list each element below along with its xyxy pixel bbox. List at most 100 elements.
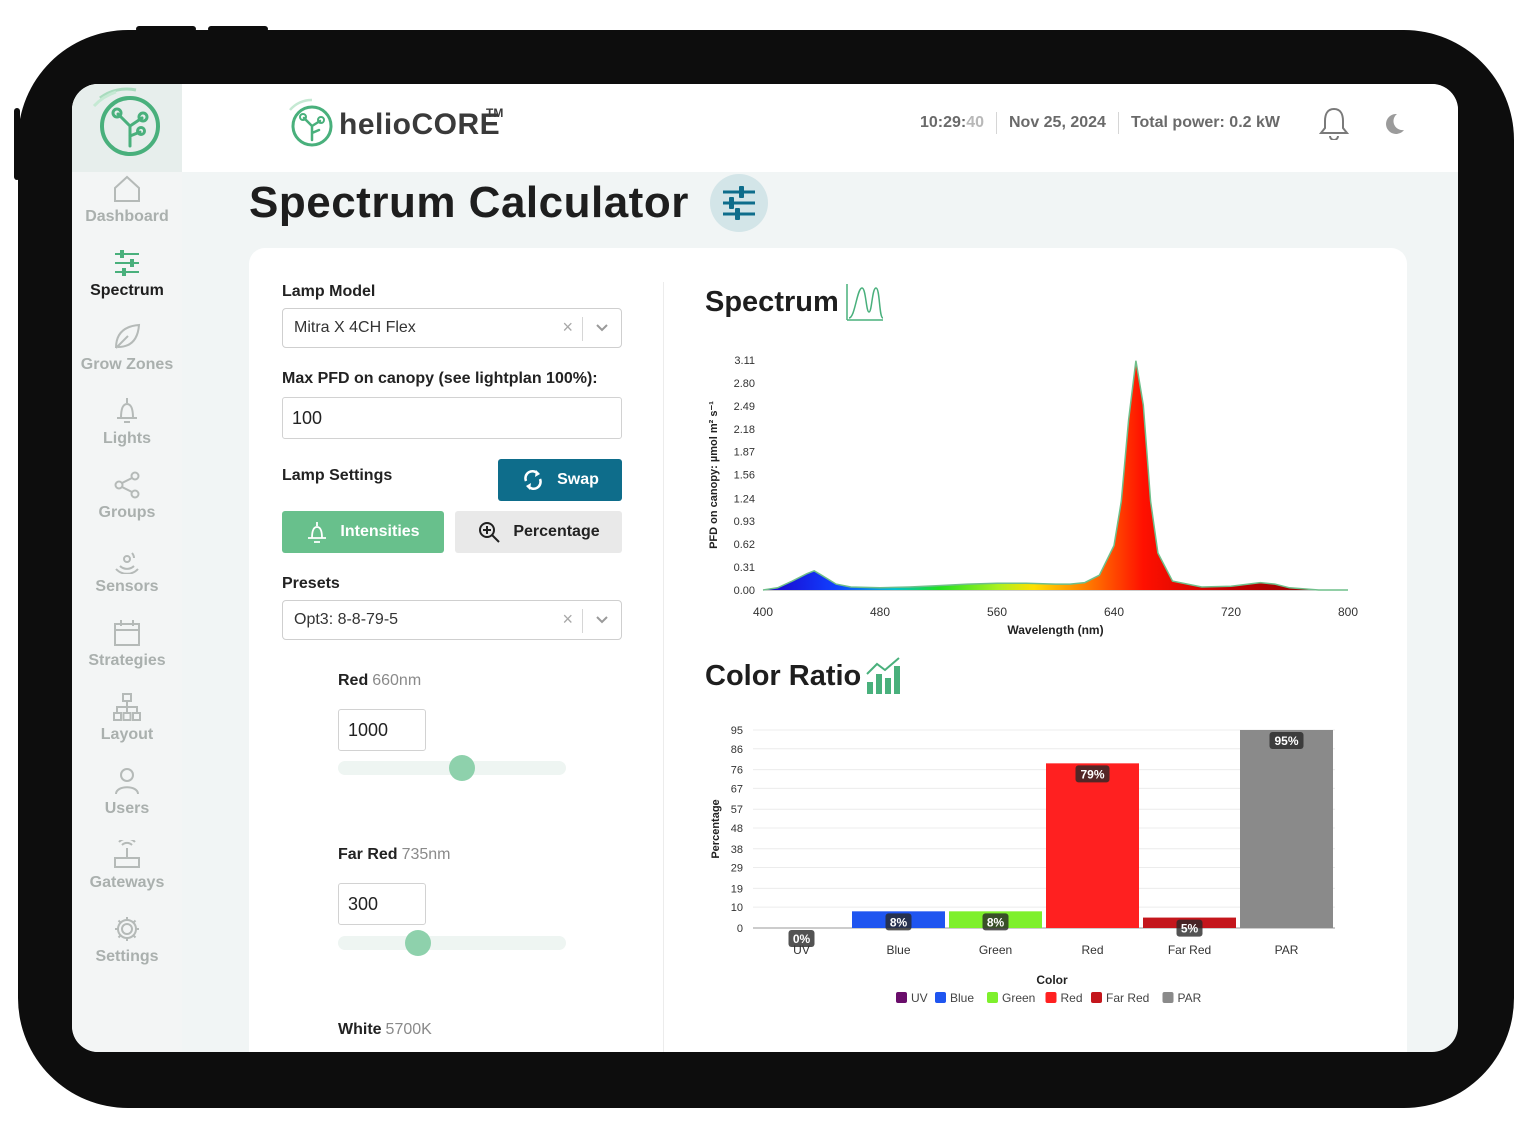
clock-hm: 10:29: [919,114,967,131]
lamp-settings-label: Lamp Settings [282,467,393,484]
y-tick-label: 1.56 [734,470,755,482]
sidebar-item-settings[interactable]: Settings [72,914,182,988]
max-pfd-input[interactable]: 100 [282,397,622,439]
slider-handle[interactable] [404,930,431,956]
sidebar-item-label: Strategies [88,652,166,669]
sidebar-item-gateways[interactable]: Gateways [72,840,182,914]
sidebar-item-sensors[interactable]: Sensors [72,544,182,618]
column-divider [663,282,664,1052]
clear-icon[interactable]: × [562,609,573,629]
brand-name: helioCORE [339,108,501,141]
x-tick-label: 560 [987,605,1007,619]
sidebar-item-lights[interactable]: Lights [72,396,182,470]
percentage-tab[interactable]: Percentage [455,511,622,553]
lamp-model-select[interactable]: Mitra X 4CH Flex × [282,308,622,348]
select-separator [582,317,583,341]
y-tick-label: 38 [731,844,743,856]
max-pfd-label: Max PFD on canopy (see lightplan 100%): [282,370,598,387]
heliocore-logo-icon [92,87,160,156]
data-label: 0% [793,932,811,946]
channel-name: Far Red [338,846,398,863]
sidebar-item-grow-zones[interactable]: Grow Zones [72,322,182,396]
legend-label: UV [911,991,928,1005]
swap-icon [524,470,542,490]
user-icon [115,768,139,795]
sensor-icon [115,552,139,574]
data-label: 8% [987,915,1005,929]
chevron-down-icon[interactable] [595,615,609,625]
sidebar-item-label: Spectrum [90,282,164,299]
gear-icon [115,917,139,941]
router-icon [114,840,140,868]
legend-label: PAR [1178,991,1202,1005]
legend-label: Blue [950,991,974,1005]
chevron-down-icon[interactable] [595,323,609,333]
legend-swatch [935,992,946,1003]
title-badge [710,174,768,232]
y-axis-title: PFD on canopy: µmol m² s⁻¹ [708,401,720,549]
channel-red-input[interactable]: 1000 [338,709,426,751]
sitemap-icon [113,693,141,721]
spectrum-title: Spectrum [705,286,839,318]
spectrum-line [762,360,1348,591]
y-tick-label: 0.00 [734,585,755,597]
clock-seconds: 40 [966,114,984,131]
x-tick-label: UV [793,943,810,957]
clock: 10:29:40 [908,112,997,134]
y-tick-label: 0.93 [734,516,755,528]
sidebar-item-label: Sensors [95,578,159,595]
brand[interactable]: helioCORE TM [284,98,503,150]
sidebar-item-label: Layout [100,726,154,743]
y-tick-label: 76 [731,765,743,777]
intensities-tab[interactable]: Intensities [282,511,444,553]
channel-far-red-input[interactable]: 300 [338,883,426,925]
channel-red-slider[interactable] [338,755,566,781]
spectrum-curve-icon [846,284,884,321]
slider-handle[interactable] [449,755,476,781]
clear-icon[interactable]: × [562,317,573,337]
legend-swatch [987,992,998,1003]
x-tick-label: PAR [1275,943,1299,957]
y-tick-label: 3.11 [734,355,755,367]
sidebar-item-spectrum[interactable]: Spectrum [72,248,182,322]
sidebar-item-label: Users [104,800,150,817]
bell-icon[interactable] [1318,106,1350,140]
y-tick-label: 19 [731,883,743,895]
presets-select[interactable]: Opt3: 8-8-79-5 × [282,600,622,640]
x-tick-label: 720 [1221,605,1241,619]
legend-swatch [1162,992,1174,1003]
channel-wavelength: 660nm [372,672,422,689]
color-ratio-chart: 9586766757483829191000%UV8%Blue8%Green79… [710,725,1335,1005]
channel-white-label: White 5700K [338,1021,432,1039]
sidebar-logo[interactable] [72,84,182,172]
data-label: 8% [890,915,908,929]
sidebar-item-label: Settings [95,948,159,965]
channel-red-label: Red 660nm [338,672,421,690]
sidebar-item-label: Gateways [89,874,165,891]
sidebar-item-groups[interactable]: Groups [72,470,182,544]
tablet-side-button [14,108,20,180]
bar-chart-icon [866,657,900,694]
channel-far-red-slider[interactable] [338,930,566,956]
moon-icon[interactable] [1382,112,1406,136]
y-tick-label: 2.18 [734,424,755,436]
y-tick-label: 2.49 [734,401,755,413]
channel-value: 300 [348,894,379,914]
share-icon [114,471,140,499]
swap-label: Swap [557,471,599,488]
sidebar-item-users[interactable]: Users [72,766,182,840]
data-label-bg [982,913,1009,931]
sidebar-item-dashboard[interactable]: Dashboard [72,174,182,248]
swap-button[interactable]: Swap [498,459,622,501]
y-tick-label: 1.87 [734,447,755,459]
legend-label: Green [1002,991,1035,1005]
max-pfd-value: 100 [292,408,323,428]
sidebar-item-strategies[interactable]: Strategies [72,618,182,692]
channel-far-red-label: Far Red 735nm [338,846,451,864]
y-tick-label: 67 [731,783,743,795]
legend-swatch [1091,992,1102,1003]
presets-value: Opt3: 8-8-79-5 [294,611,399,628]
y-tick-label: 95 [731,725,743,737]
bar-red [1046,763,1139,928]
sidebar-item-layout[interactable]: Layout [72,692,182,766]
